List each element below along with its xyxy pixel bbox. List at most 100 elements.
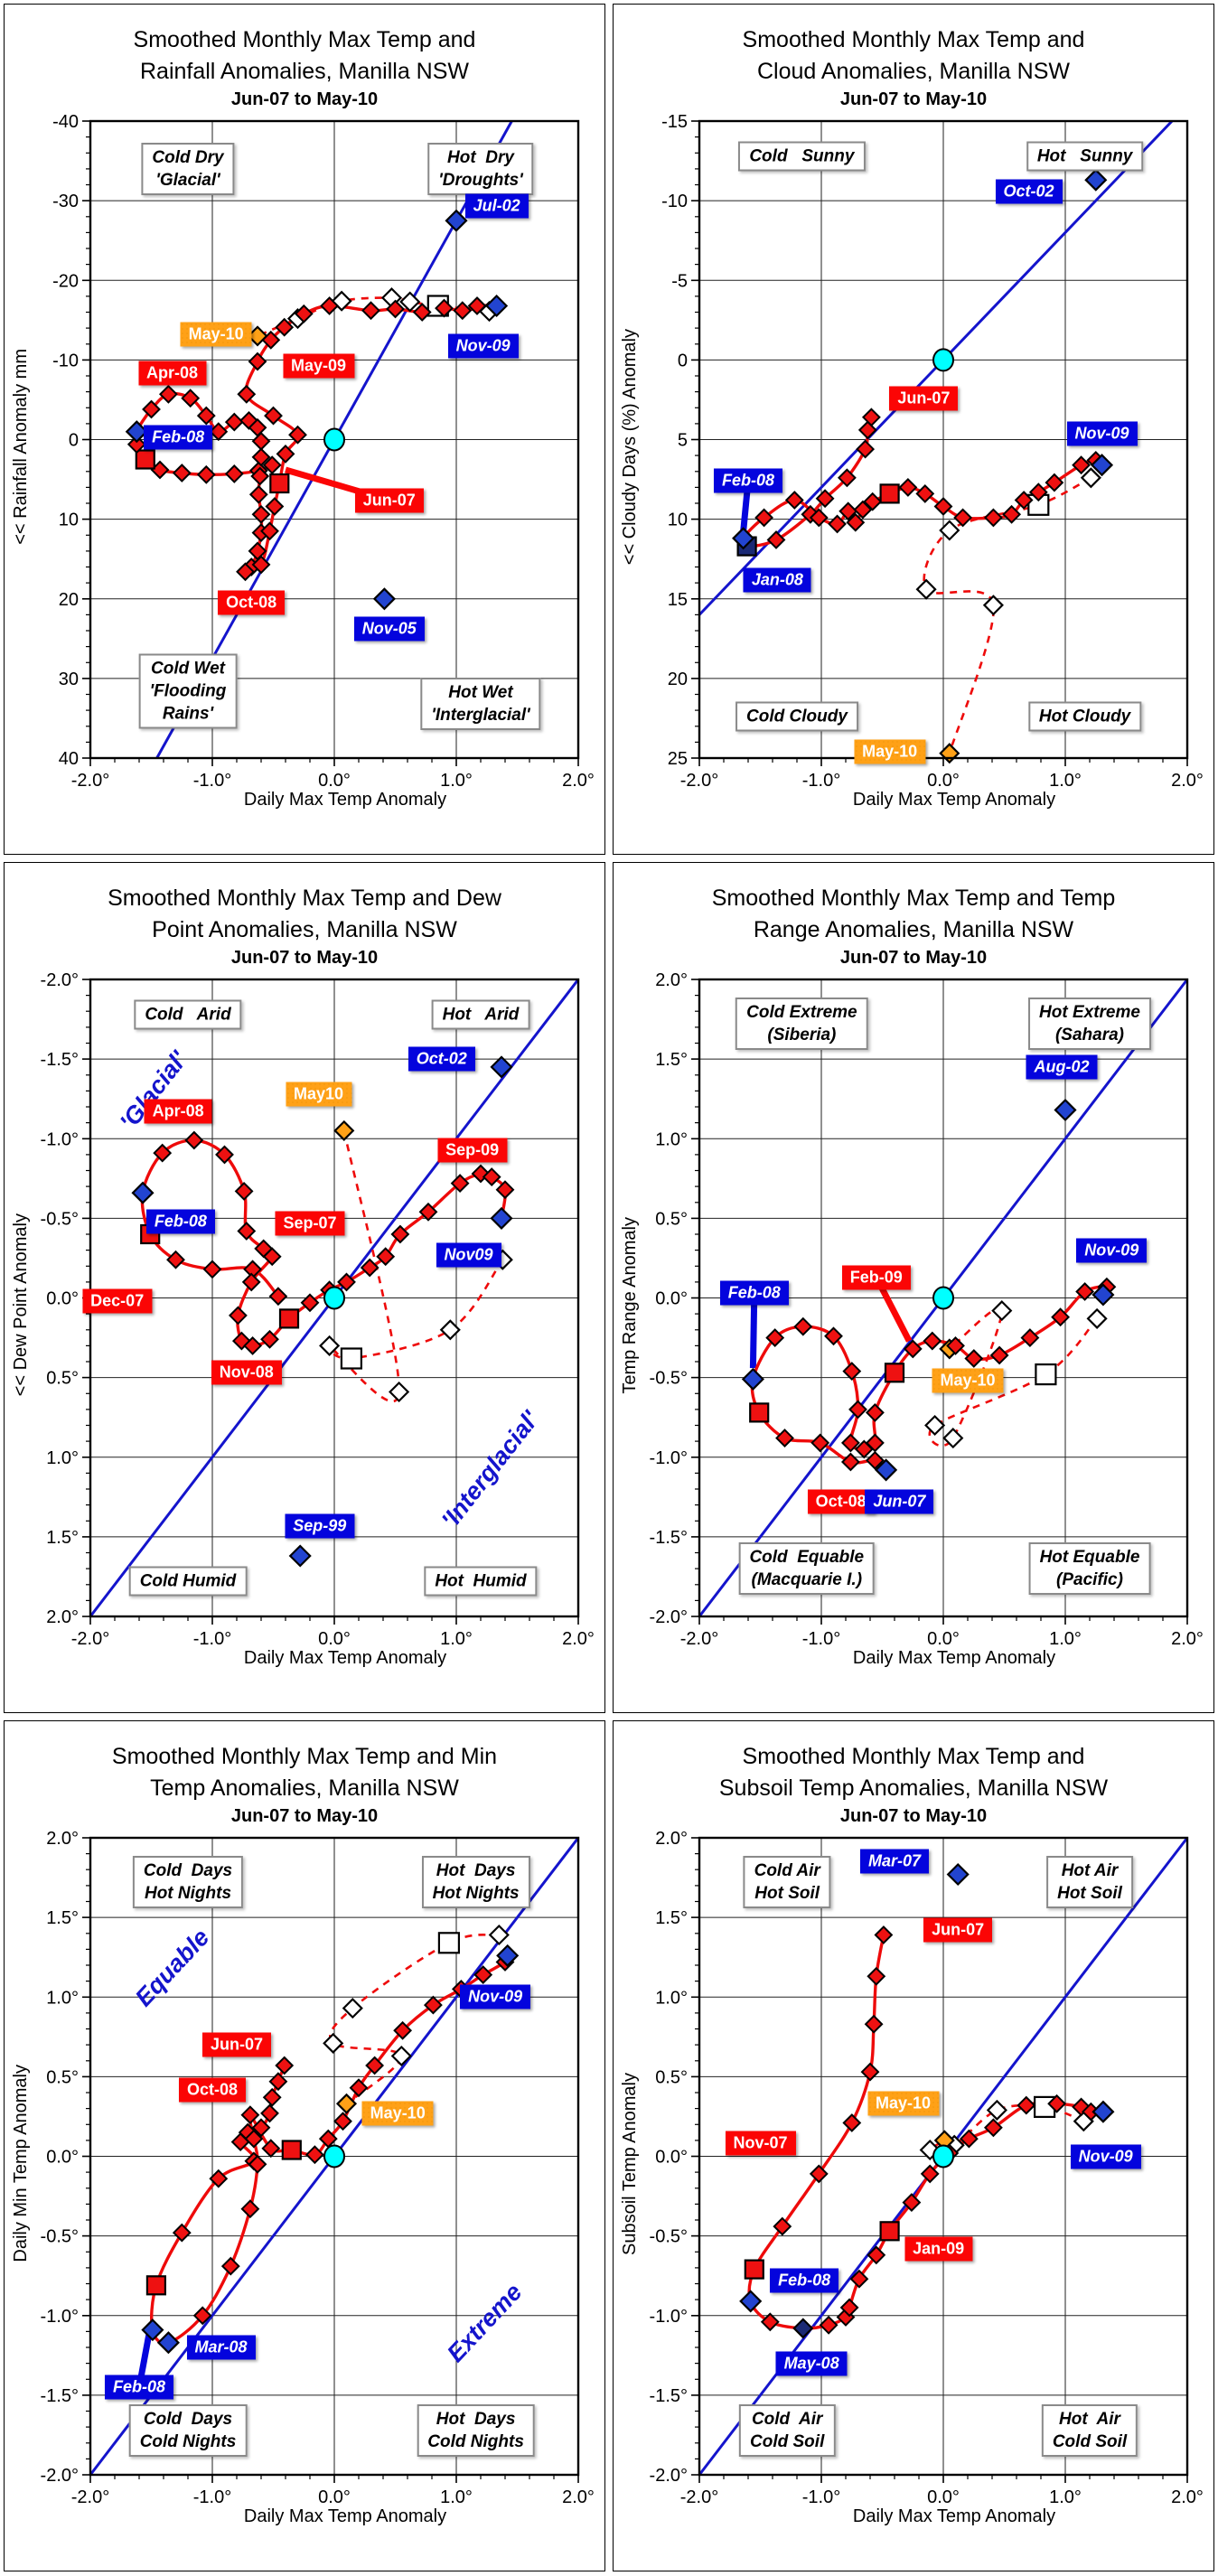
data-point [490,1055,513,1079]
annotation-oct-08: Oct-08 [807,1489,875,1514]
data-point [467,296,487,315]
quadrant-label: Cold Arid [134,999,242,1030]
data-point [1092,2100,1115,2123]
y-tick-label: 1.5° [46,1528,79,1548]
data-point [983,508,1003,528]
panel-cloud: Smoothed Monthly Max Temp and Cloud Anom… [609,0,1218,858]
chart-title-line2: Subsoil Temp Anomalies, Manilla NSW [718,1775,1109,1801]
data-point [288,1544,312,1568]
data-point [488,1924,510,1946]
y-tick-label: 15 [668,590,688,610]
data-point [361,301,380,321]
data-point [482,1167,501,1187]
quadrant-label: Hot Cloudy [1027,701,1142,732]
data-point [1092,1283,1115,1307]
y-tick-label: 20 [668,670,688,689]
data-point [879,483,900,504]
data-point [1014,491,1034,510]
data-point [260,2103,279,2123]
data-point [261,330,281,350]
x-tick-label: -1.0° [802,2487,840,2506]
quadrant-label: Hot Equable (Pacific) [1028,1542,1151,1596]
chart-frame: Smoothed Monthly Max Temp and Subsoil Te… [613,1720,1214,2571]
annotation-sep-99: Sep-99 [285,1513,355,1538]
data-point [1084,168,1108,192]
data-point [773,2216,792,2236]
data-point [376,1247,396,1267]
data-point [365,2056,385,2075]
data-point [485,294,509,318]
data-point [744,2259,764,2280]
x-tick-label: -2.0° [680,2487,718,2506]
quadrant-label: Cold Days Hot Nights [132,1856,244,1909]
y-tick-label: 30 [59,670,79,689]
annotation-sep-09: Sep-09 [437,1138,508,1163]
data-point [262,455,282,475]
data-point [209,2169,229,2188]
data-point [337,1272,356,1292]
annotation-nov-08: Nov-08 [211,1360,282,1385]
y-axis-label: Daily Min Temp Anomaly [10,2065,31,2262]
data-point [300,1293,320,1313]
data-point [251,447,271,467]
x-tick-label: 2.0° [562,1629,595,1648]
data-point [241,1272,261,1292]
annotation-oct-02: Oct-02 [995,179,1063,204]
data-point [240,2105,260,2125]
y-tick-label: -0.5° [650,2227,688,2247]
data-point [824,1326,843,1346]
data-point [196,406,216,426]
annotation-nov09: Nov09 [436,1242,501,1268]
data-point [250,466,270,486]
data-point [261,2139,281,2159]
data-point [840,1452,860,1472]
data-point [439,1319,461,1341]
y-tick-label: -20 [52,271,79,291]
data-point [390,1224,410,1244]
diagonal-label: Extreme [442,2279,528,2367]
x-tick-label: 2.0° [562,771,595,790]
plot-area: -2.0° -1.0° 0.0° 1.0° 2.0° -15 -10 -5 0 5 10 15 20 25… [614,112,1213,790]
data-point [754,508,774,528]
chart-title: Smoothed Monthly Max Temp and Min Temp A… [5,1741,604,1804]
chart-canvas: -2.0° -1.0° 0.0° 1.0° 2.0° 2.0° 1.5° 1.0° 0.5° 0.… [650,970,1204,1648]
data-point [156,2331,180,2355]
data-point [946,1335,965,1355]
annotation-jun-07: Jun-07 [923,1917,993,1943]
chart-title-line1: Smoothed Monthly Max Temp and [742,1744,1085,1769]
chart-frame: Smoothed Monthly Max Temp and Min Temp A… [4,1720,605,2571]
y-tick-label: -15 [661,112,688,132]
annotation-nov-09: Nov-09 [1066,421,1138,445]
annotation-sep-07: Sep-07 [275,1211,345,1236]
y-tick-label: 0 [678,351,688,370]
data-point [172,2223,192,2243]
x-tick-label: 0.0° [927,2487,960,2506]
y-tick-label: -1.0° [650,1448,688,1468]
y-tick-label: -1.0° [650,2307,688,2327]
data-point [275,317,295,337]
x-axis-label: Daily Max Temp Anomaly [852,1648,1056,1668]
data-point [372,587,396,611]
annotation-feb-08: Feb-08 [144,425,213,450]
y-tick-label: 40 [59,749,79,769]
data-point [920,2164,940,2184]
data-point [902,2193,922,2213]
data-point [320,296,340,315]
y-tick-label: 1.0° [655,1129,688,1149]
data-point [269,473,290,494]
data-point [1045,473,1064,492]
data-point [828,514,847,534]
data-point [453,301,473,321]
data-point [142,399,161,419]
data-point [1072,455,1092,475]
origin-marker [932,2144,954,2169]
data-point [732,527,755,550]
y-tick-label: 1.0° [655,1988,688,2008]
y-tick-label: 0.0° [46,2148,79,2168]
x-tick-label: 0.0° [927,1629,960,1648]
data-point [360,1258,379,1278]
data-point [1028,482,1048,502]
x-axis-label: Daily Max Temp Anomaly [852,2506,1056,2526]
data-point [192,2306,212,2326]
quadrant-label: Cold Equable (Macquarie I.) [738,1542,876,1596]
